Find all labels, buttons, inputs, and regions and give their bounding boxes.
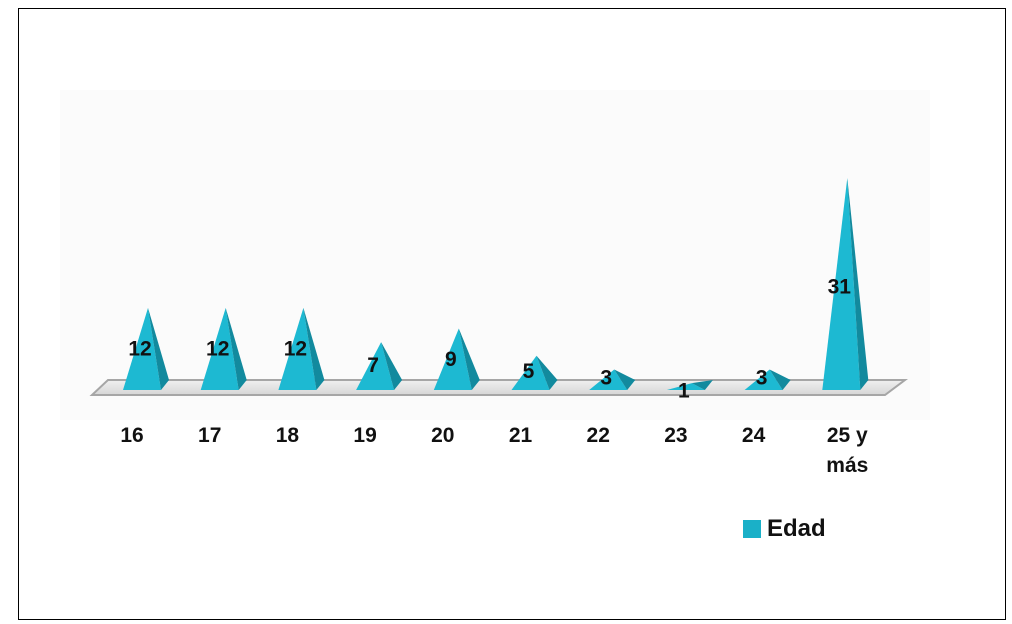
category-label: 20 (431, 424, 454, 447)
pyramid-front-face (123, 307, 161, 390)
pyramid-bar (278, 307, 325, 390)
pyramid-side-face (847, 178, 869, 390)
legend-swatch (743, 520, 761, 538)
pyramid-series (123, 178, 869, 390)
category-label: 21 (509, 424, 533, 447)
pyramid-side-face (614, 369, 636, 390)
pyramid-front-face (278, 307, 317, 390)
category-label: 16 (120, 424, 143, 447)
pyramid-front-face (433, 328, 472, 390)
pyramid-bar (123, 307, 169, 390)
value-label: 31 (828, 276, 852, 299)
pyramid-bar (200, 307, 247, 390)
pyramid-bar (744, 369, 791, 390)
pyramid-bar (433, 328, 480, 390)
category-label: 18 (276, 424, 300, 447)
pyramid-front-face (200, 307, 239, 390)
value-label: 9 (445, 348, 457, 371)
pyramid-front-face (744, 369, 783, 390)
pyramid-bar (356, 342, 403, 390)
category-label: 17 (198, 424, 221, 447)
legend-label: Edad (767, 515, 826, 542)
pyramid-side-face (769, 369, 791, 390)
category-labels: 16 17 18 19 20 21 22 23 24 25 y más (120, 424, 868, 477)
pyramid-front-face (511, 355, 550, 390)
pyramid-front-face (356, 342, 395, 390)
pyramid-side-face (148, 307, 169, 390)
pyramid-side-face (303, 307, 325, 390)
pyramid-side-face (381, 342, 403, 390)
value-label: 12 (206, 338, 229, 361)
value-label: 3 (600, 366, 612, 389)
category-label: 19 (353, 424, 376, 447)
pyramid-bar (511, 355, 558, 390)
value-label: 1 (678, 380, 690, 403)
pyramid-front-face (822, 178, 861, 390)
pyramid-side-face (536, 355, 558, 390)
pyramid-bar (822, 178, 869, 390)
value-label: 5 (523, 360, 535, 383)
pyramid-front-face (589, 369, 628, 390)
pyramid-front-face (666, 383, 705, 390)
legend: Edad (743, 515, 826, 543)
value-label: 3 (756, 366, 768, 389)
pyramid-side-face (225, 307, 247, 390)
category-label: 23 (664, 424, 687, 447)
pyramid-bar (666, 380, 713, 390)
pyramid-bar (589, 369, 636, 390)
plot-area (60, 90, 930, 420)
category-label: 24 (742, 424, 766, 447)
value-label: 12 (284, 338, 307, 361)
category-label: 22 (587, 424, 610, 447)
pyramid-side-face (458, 328, 480, 390)
pyramid-side-face (691, 380, 713, 390)
value-label: 12 (128, 338, 151, 361)
value-label: 7 (367, 354, 379, 377)
category-label: 25 y más (826, 424, 868, 477)
